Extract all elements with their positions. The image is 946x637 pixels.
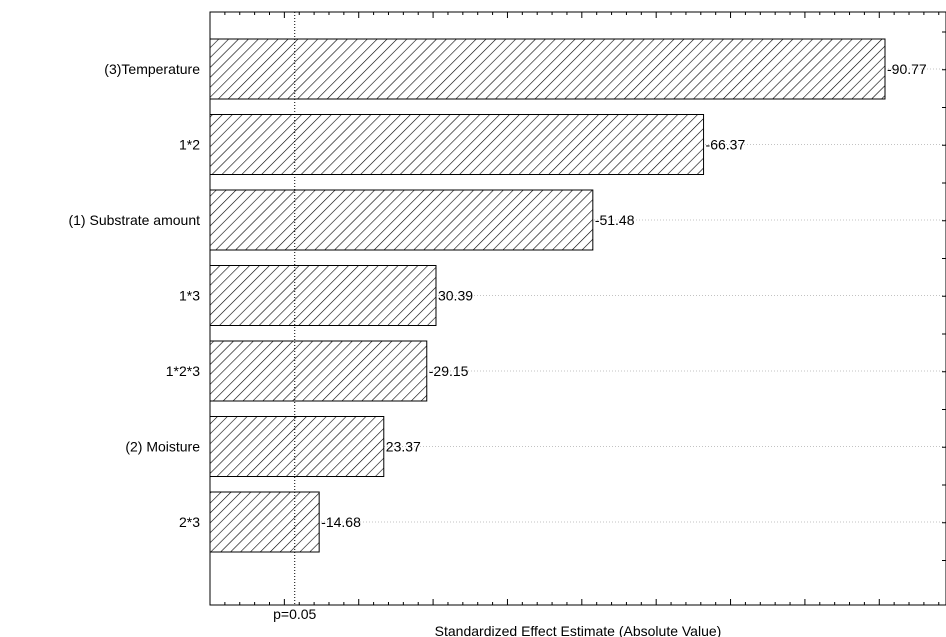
category-label: 1*2*3 [166, 363, 200, 379]
bar-value-label: -66.37 [706, 137, 746, 153]
p-value-label: p=0.05 [273, 606, 316, 622]
category-labels: (3)Temperature 1*2 (1) Substrate amount 1*3… [68, 61, 200, 530]
bar [209, 340, 428, 402]
category-label: (1) Substrate amount [68, 212, 200, 228]
value-labels: -90.77 -66.37 -51.48 30.39 -29.15 23.37 -14.68 [321, 61, 927, 530]
category-label: 2*3 [179, 514, 200, 530]
bar-value-label: 23.37 [386, 439, 421, 455]
x-axis-label: Standardized Effect Estimate (Absolute V… [435, 623, 722, 637]
bar-value-label: -14.68 [321, 514, 361, 530]
category-label: 1*2 [179, 137, 200, 153]
bar [209, 114, 705, 175]
bars [209, 38, 886, 553]
bar-value-label: -90.77 [887, 61, 927, 77]
category-label: 1*3 [179, 288, 200, 304]
category-label: (2) Moisture [125, 439, 200, 455]
bar [209, 416, 385, 477]
bar-value-label: -51.48 [595, 212, 635, 228]
bar [209, 189, 594, 251]
bar [209, 265, 437, 326]
bar-value-label: 30.39 [438, 288, 473, 304]
bar-value-label: -29.15 [429, 363, 469, 379]
bar [209, 38, 886, 100]
axis-ticks [209, 12, 946, 605]
plot-frame [209, 11, 946, 606]
bar [209, 491, 320, 553]
category-label: (3)Temperature [104, 61, 200, 77]
